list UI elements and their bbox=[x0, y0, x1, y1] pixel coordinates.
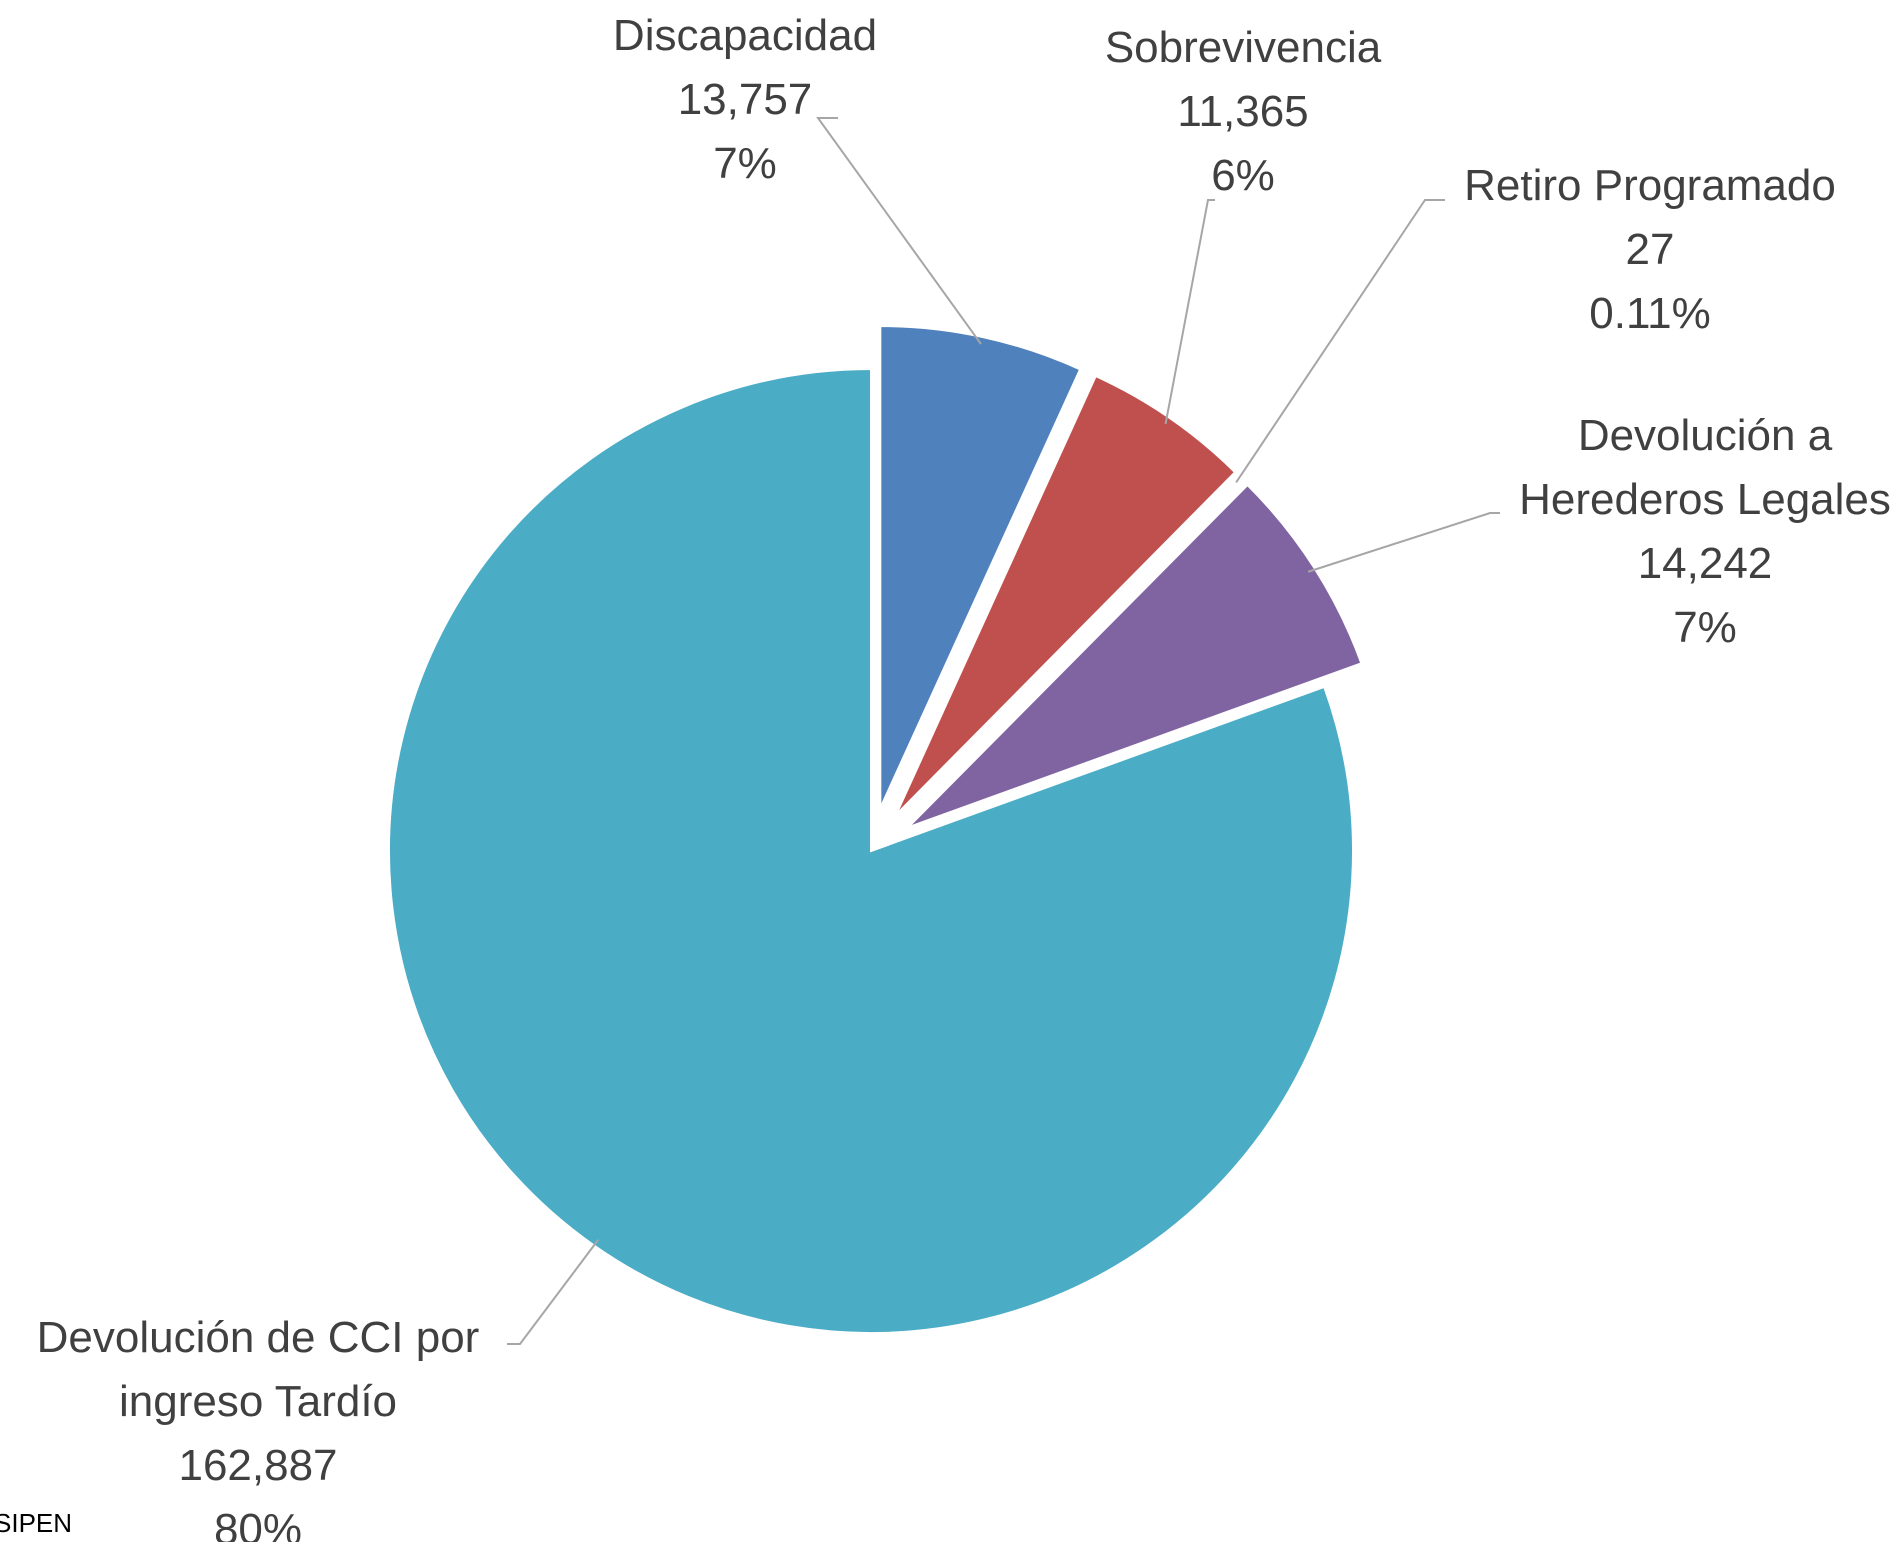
leader-line-sobrevivencia bbox=[1164, 199, 1215, 425]
pie-slice-discapacidad bbox=[879, 325, 1082, 809]
label-leader-lines bbox=[507, 117, 1500, 1345]
source-note: SIPEN bbox=[0, 1508, 72, 1538]
data-label-devolucion-a-herederos-legales: Devolución a Herederos Legales 14,242 7% bbox=[1519, 411, 1891, 652]
pie-slice-devolucion-a-herederos-legales bbox=[907, 483, 1363, 829]
leader-line-devolucion-de-cci-por-ingreso-tardio bbox=[507, 1239, 600, 1345]
leader-line-retiro-programado bbox=[1235, 199, 1445, 484]
data-label-discapacidad: Discapacidad 13,757 7% bbox=[613, 11, 877, 188]
leader-line-discapacidad bbox=[816, 117, 982, 345]
data-label-retiro-programado: Retiro Programado 27 0.11% bbox=[1464, 161, 1836, 338]
pie-slice-devolucion-de-cci-por-ingreso-tardio bbox=[388, 367, 1354, 1334]
data-label-sobrevivencia: Sobrevivencia 11,365 6% bbox=[1105, 23, 1382, 200]
pie-slice-retiro-programado bbox=[901, 475, 1243, 821]
data-label-devolucion-de-cci-por-ingreso-tardio: Devolución de CCI por ingreso Tardío 162,8… bbox=[37, 1313, 480, 1542]
pie-slice-sobrevivencia bbox=[895, 374, 1237, 816]
pie-slices bbox=[388, 325, 1363, 1334]
leader-line-devolucion-a-herederos-legales bbox=[1307, 512, 1500, 573]
slice-labels: Discapacidad 13,757 7% Sobrevivencia 11,365 6… bbox=[37, 11, 1891, 1542]
